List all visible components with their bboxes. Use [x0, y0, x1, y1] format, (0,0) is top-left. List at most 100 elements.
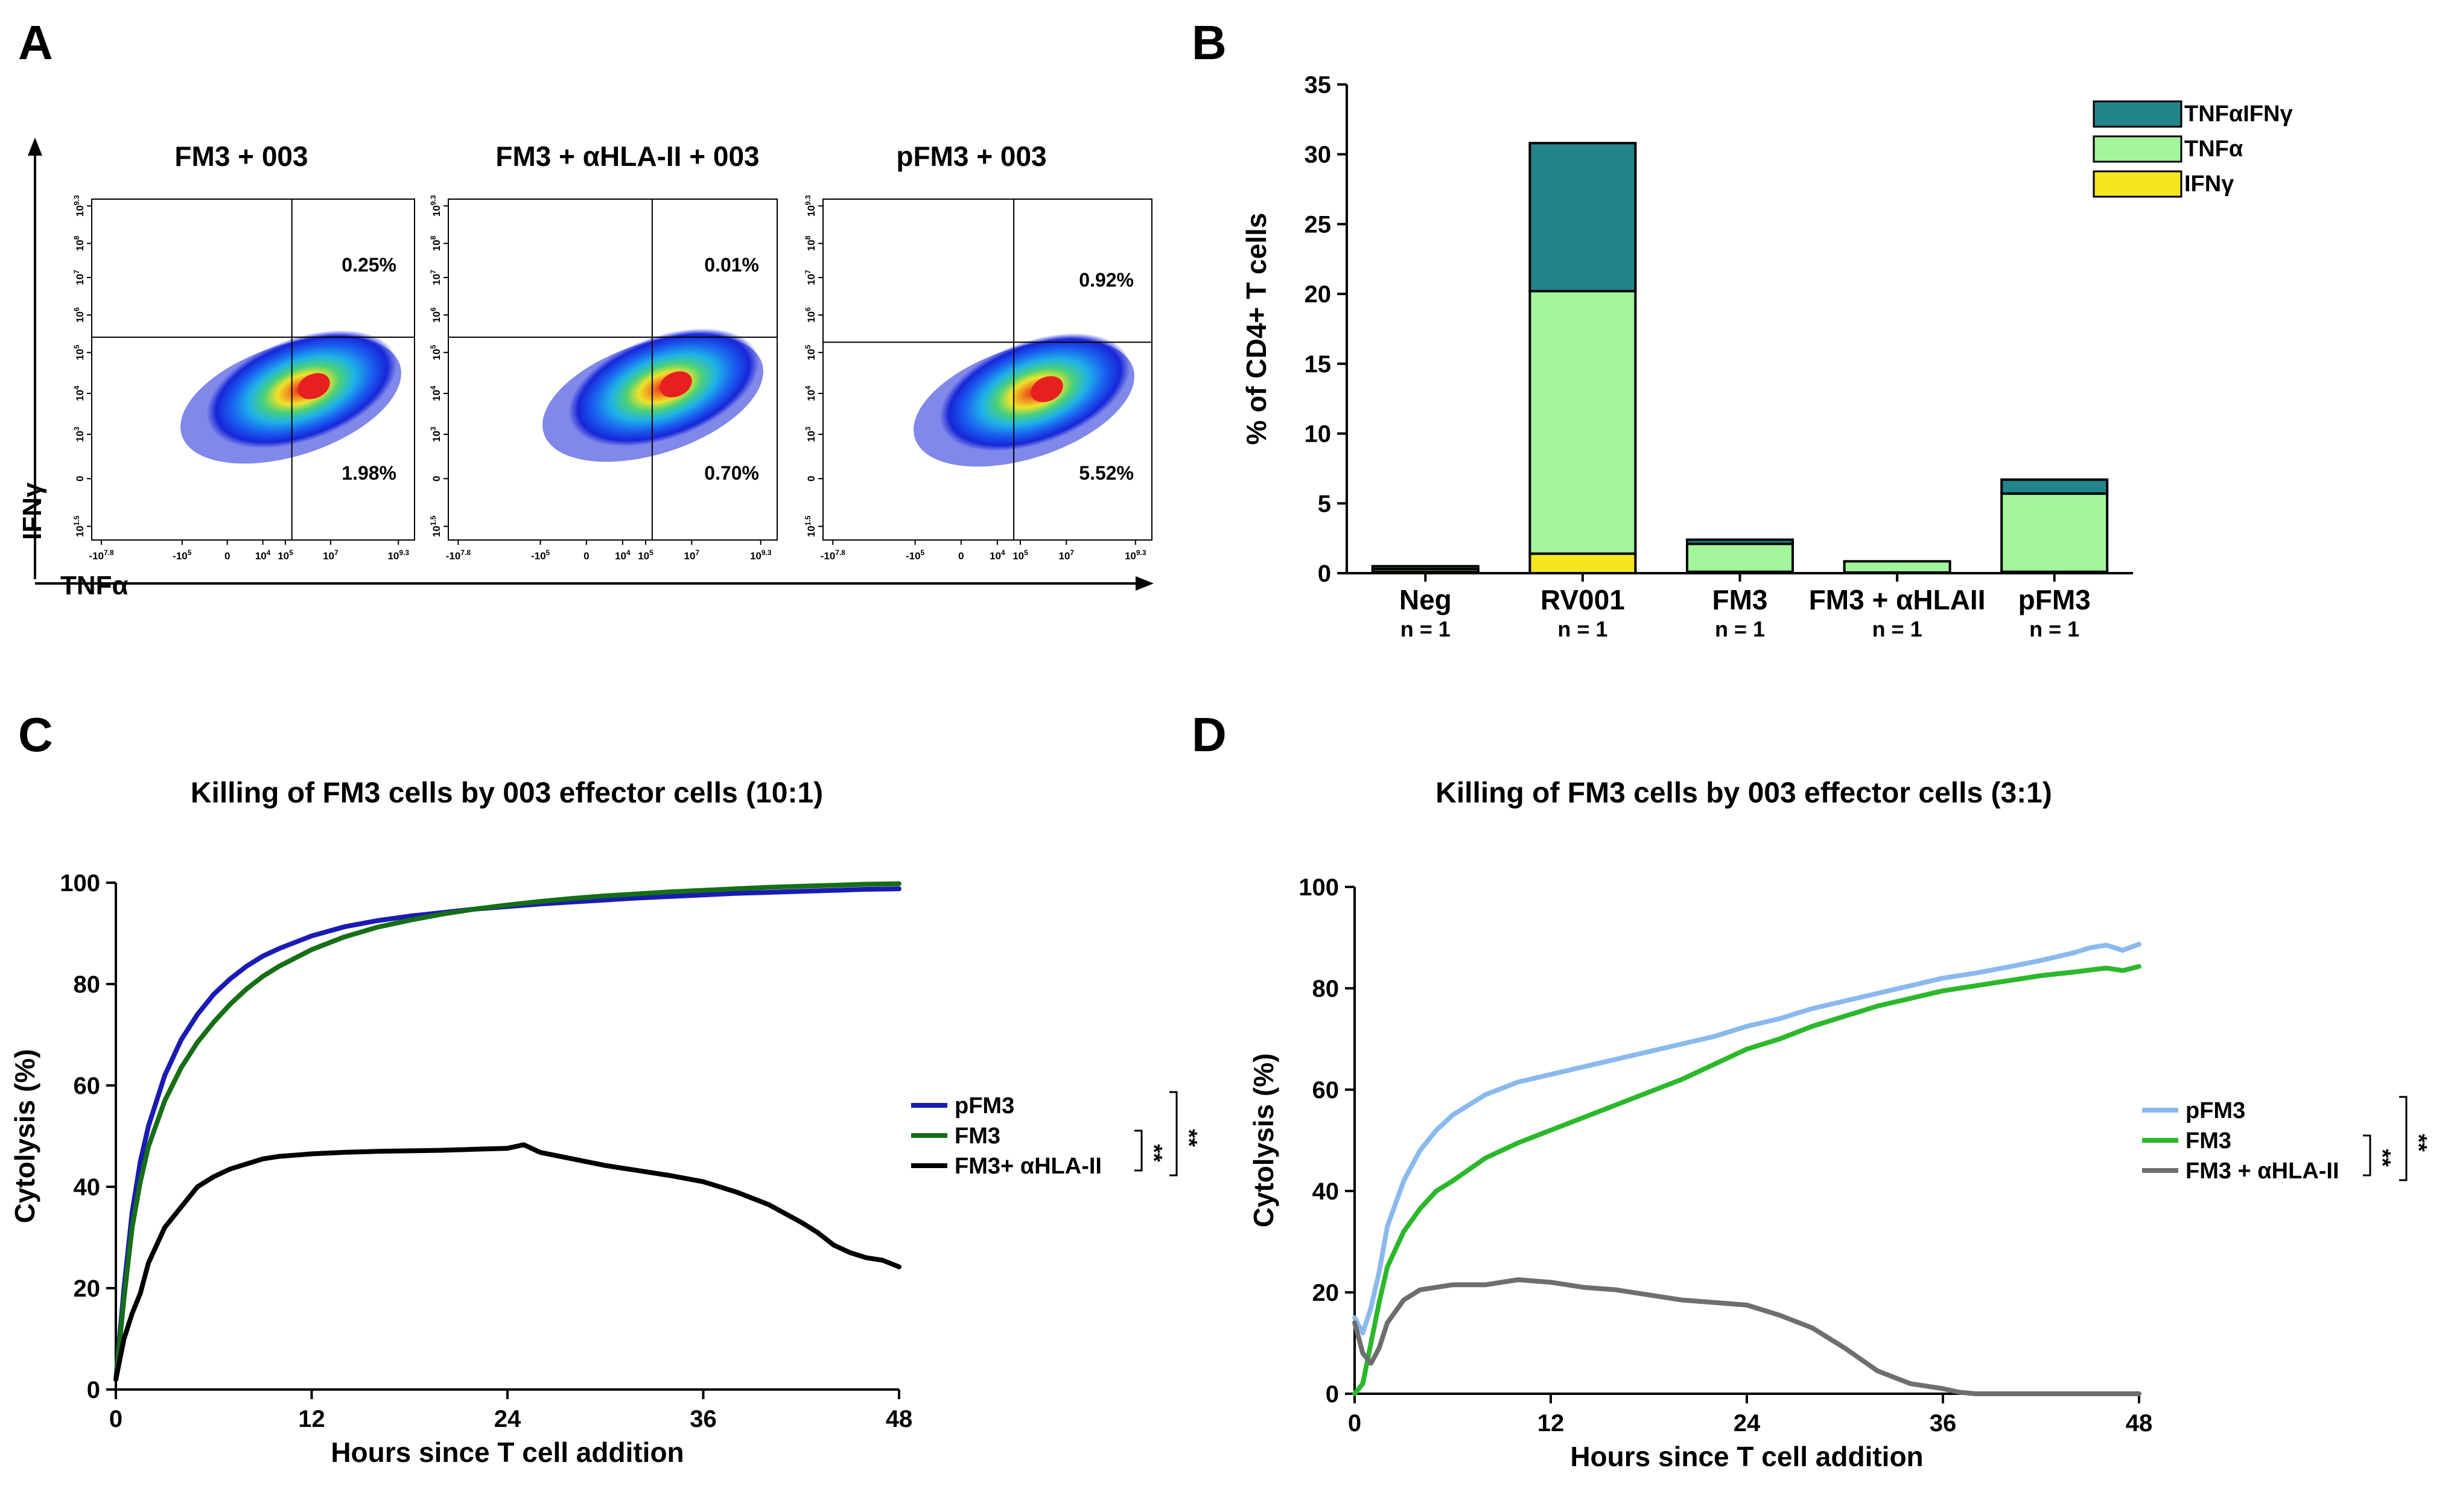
- flow-plot-3: pFM3 + 003 0.92% 5.52% -107.8 -105 0 104 105 107…: [804, 141, 1152, 562]
- significance-stars-outer: **: [2406, 1134, 2431, 1152]
- flow-y-tick-label: 107: [429, 270, 442, 285]
- flow-y-tick-label: 104: [72, 386, 86, 401]
- flow-density-peak: [297, 373, 330, 399]
- flow-x-tick-label: 0: [583, 550, 589, 562]
- flow-y-tick-label: 0: [431, 476, 442, 481]
- flow-plot-frame: [822, 199, 1152, 541]
- bar-segment-TNFα: [2000, 492, 2109, 573]
- significance-stars-inner: **: [1141, 1144, 1166, 1162]
- y-tick-label: 80: [74, 971, 101, 998]
- flow-x-tick-label: -105: [906, 548, 925, 562]
- bar-n-label: n = 1: [1557, 617, 1607, 641]
- flow-y-tick-label: 103: [72, 427, 86, 442]
- y-tick-label: 100: [60, 870, 100, 897]
- flow-x-tick-label: 109.3: [750, 548, 772, 562]
- bar-n-label: n = 1: [1872, 617, 1922, 641]
- significance-bracket-outer: [2399, 1096, 2408, 1181]
- y-tick-label: 80: [1312, 976, 1340, 1002]
- flow-y-tick-label: 107: [804, 270, 817, 285]
- flow-plot-title: FM3 + αHLA-II + 003: [495, 141, 759, 172]
- x-tick-label: 12: [1537, 1410, 1565, 1437]
- x-axis-title: Hours since T cell addition: [331, 1437, 684, 1468]
- x-tick-label: 24: [1734, 1410, 1761, 1437]
- flow-plot-frame: [91, 199, 415, 541]
- y-tick-label: 40: [74, 1174, 101, 1201]
- bar-y-tick-label: 15: [1305, 351, 1332, 378]
- panel-letter-c: C: [18, 708, 53, 761]
- flow-y-tick-label: 101.5: [429, 515, 442, 537]
- series-line-1: [1352, 941, 2141, 1336]
- flow-x-tick-label: 107: [1058, 548, 1074, 562]
- flow-x-tick-label: 104: [615, 548, 631, 562]
- flow-y-tick-label: 101.5: [804, 515, 817, 537]
- legend-label-3: FM3 + αHLA-II: [2186, 1158, 2339, 1184]
- flow-y-tick-label: 0: [74, 476, 86, 481]
- y-axis-title: Cytolysis (%): [1248, 1053, 1279, 1228]
- bar-segment-TNFαIFNγ: [2000, 478, 2109, 495]
- flow-x-tick-label: 0: [958, 550, 964, 562]
- flow-x-axis-label: TNFα: [60, 571, 129, 600]
- upper-right-percentage: 0.92%: [1079, 269, 1134, 291]
- flow-y-tick-label: 106: [72, 307, 86, 323]
- x-tick-label: 0: [109, 1406, 122, 1432]
- bar-y-tick-label: 30: [1305, 142, 1332, 168]
- x-tick-label: 36: [1930, 1410, 1957, 1437]
- y-tick-label: 0: [1326, 1381, 1339, 1408]
- flow-y-tick-label: 104: [429, 386, 442, 401]
- x-axis-title: Hours since T cell addition: [1570, 1441, 1923, 1472]
- flow-density-peak: [660, 371, 692, 398]
- series-line-3: [113, 1142, 901, 1382]
- legend-label-IFNγ: IFNγ: [2184, 171, 2234, 197]
- panel-letter-b: B: [1192, 16, 1227, 69]
- y-axis-title: Cytolysis (%): [9, 1049, 40, 1224]
- flow-x-tick-label: 104: [255, 548, 271, 562]
- x-tick-label: 48: [2126, 1410, 2153, 1437]
- bar-y-tick-label: 25: [1305, 211, 1332, 238]
- bar-category-label: FM3: [1712, 584, 1768, 615]
- flow-x-tick-label: 105: [278, 548, 293, 562]
- legend-label-2: FM3: [2186, 1128, 2231, 1154]
- bar-segment-TNFα: [1528, 290, 1637, 555]
- series-line-3: [1352, 1277, 2141, 1396]
- flow-x-tick-label: 109.3: [1125, 548, 1146, 562]
- flow-x-tick-label: -107.8: [89, 548, 114, 562]
- flow-x-tick-label: -107.8: [821, 548, 846, 562]
- bar-y-tick-label: 0: [1318, 561, 1331, 587]
- bar-segment-TNFαIFNγ: [1528, 142, 1637, 293]
- flow-y-axis-label: IFNγ: [17, 482, 47, 540]
- legend-label-3: FM3+ αHLA-II: [955, 1154, 1102, 1179]
- series-line-2: [113, 881, 901, 1382]
- flow-density-peak: [1031, 376, 1063, 402]
- flow-y-tick-label: 101.5: [72, 515, 86, 537]
- line-chart-3to1: Killing of FM3 cells by 003 effector cel…: [1248, 777, 2431, 1472]
- flow-x-tick-label: -107.8: [446, 548, 471, 562]
- legend-label-2: FM3: [955, 1123, 1000, 1149]
- bar-y-axis-title: % of CD4+ T cells: [1241, 213, 1272, 445]
- significance-bracket-outer: [1169, 1091, 1178, 1177]
- flow-y-tick-label: 105: [72, 345, 86, 360]
- flow-y-tick-label: 108: [429, 235, 442, 251]
- y-tick-label: 20: [1312, 1280, 1340, 1306]
- flow-x-tick-label: 105: [1013, 548, 1028, 562]
- flow-x-arrow-head: [1136, 576, 1154, 591]
- flow-y-tick-label: 105: [429, 345, 442, 360]
- y-tick-label: 60: [74, 1073, 101, 1099]
- bar-y-tick-label: 10: [1305, 421, 1332, 448]
- flow-x-tick-label: 107: [323, 548, 339, 562]
- flow-x-tick-label: -105: [173, 548, 192, 562]
- bar-category-label: pFM3: [2018, 584, 2091, 615]
- flow-x-tick-label: 105: [638, 548, 653, 562]
- lower-right-percentage: 1.98%: [342, 462, 396, 484]
- bar-n-label: n = 1: [1715, 617, 1765, 641]
- significance-stars-inner: **: [2370, 1149, 2395, 1167]
- bar-y-tick-label: 35: [1305, 72, 1332, 98]
- flow-x-tick-label: 0: [224, 550, 230, 562]
- significance-bracket-inner: [2363, 1134, 2371, 1177]
- bar-segment-IFNγ: [1528, 552, 1637, 574]
- chart-title: Killing of FM3 cells by 003 effector cel…: [191, 777, 823, 809]
- bar-category-label: RV001: [1540, 584, 1625, 615]
- flow-y-tick-label: 105: [804, 345, 817, 360]
- flow-plot-title: FM3 + 003: [174, 141, 308, 172]
- lower-right-percentage: 5.52%: [1079, 462, 1134, 484]
